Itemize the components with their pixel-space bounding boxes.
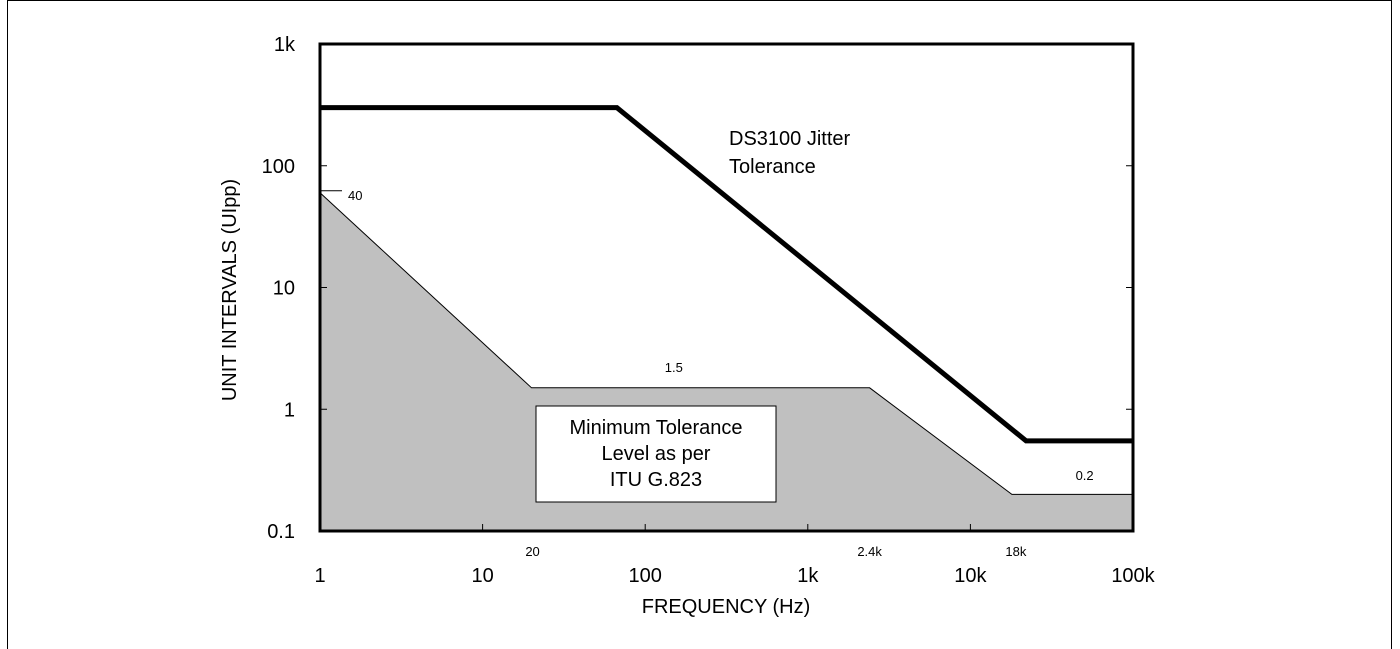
g823-label-line: Level as per [602, 443, 711, 465]
x-tick-label: 10 [471, 565, 493, 587]
axes-layer [318, 42, 1135, 533]
y-tick-label: 0.1 [267, 521, 295, 543]
annotation-0-2: 0.2 [1076, 468, 1094, 483]
ds3100-label-line: Tolerance [729, 156, 816, 178]
annotation-18k: 18k [1005, 544, 1026, 559]
annotation-2-4k: 2.4k [857, 544, 882, 559]
annotation-1-5: 1.5 [665, 360, 683, 375]
x-tick-label: 100k [1111, 565, 1155, 587]
y-tick-label: 1 [284, 399, 295, 421]
g823-label-box [535, 405, 777, 503]
g823-mask-area [320, 192, 1133, 532]
x-tick-label: 100 [629, 565, 662, 587]
annotation-40: 40 [348, 188, 362, 203]
x-axis-label: FREQUENCY (Hz) [642, 596, 811, 618]
y-tick-label: 1k [274, 34, 296, 56]
figure-frame [7, 0, 1392, 649]
fill-layer [320, 192, 1133, 532]
ds3100-tolerance-line [320, 105, 1133, 444]
annotation-20: 20 [525, 544, 539, 559]
ds3100-label-line: DS3100 Jitter [729, 128, 851, 150]
y-tick-label: 100 [262, 156, 295, 178]
g823-mask-line [319, 192, 1133, 495]
x-tick-label: 1k [797, 565, 819, 587]
text-layer: 1 10 100 1k 10k 100k 0.1 1 10 100 1k FREQUENCY (Hz)… [219, 34, 1156, 618]
x-tick-label: 10k [954, 565, 987, 587]
line-layer [319, 105, 1133, 495]
y-tick-label: 10 [273, 278, 295, 300]
y-axis-label: UNIT INTERVALS (UIpp) [219, 179, 241, 401]
g823-label-line: ITU G.823 [610, 469, 702, 491]
x-tick-label: 1 [314, 565, 325, 587]
g823-label-line: Minimum Tolerance [569, 417, 742, 439]
